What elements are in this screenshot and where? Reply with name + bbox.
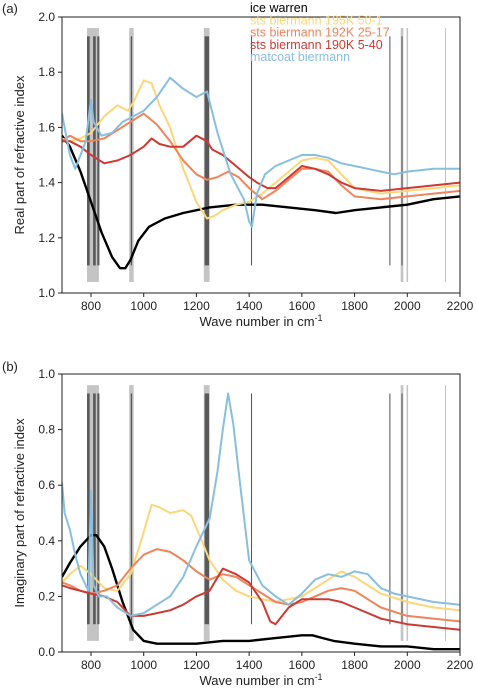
x-tick-label: 1600 — [289, 299, 316, 313]
x-axis-label-superscript: -1 — [315, 672, 323, 682]
x-tick-label: 800 — [81, 658, 101, 672]
absorption-band-9 — [389, 393, 391, 625]
absorption-band-3 — [97, 393, 100, 625]
y-tick-label: 1.0 — [38, 367, 55, 381]
series-line-sts-biermann-192k-25-17 — [62, 548, 460, 623]
absorption-band-1 — [87, 393, 90, 625]
series-line-ice-warren — [62, 135, 460, 270]
panel-imaginary-part: 800 1000 1200 1400 1600 1800 2000 2200 0.0 0.2 0.4… — [2, 359, 474, 688]
series-line-matcoat-biermann — [62, 76, 460, 228]
legend-entry: sts biermann 190K 5-40 — [250, 38, 383, 52]
x-tick-label: 1000 — [130, 658, 157, 672]
x-axis-label: Wave number in cm-1 — [199, 313, 322, 329]
legend-entry: ice warren — [250, 1, 308, 15]
x-tick-label: 1200 — [183, 658, 210, 672]
x-tick-label: 1200 — [183, 299, 210, 313]
series-line-ice-warren — [62, 534, 460, 651]
absorption-band-2 — [93, 36, 96, 266]
x-tick-label: 2200 — [447, 658, 474, 672]
absorption-band-8 — [250, 36, 253, 266]
absorption-bands — [87, 28, 447, 282]
legend-entry: matcoat biermann — [250, 50, 350, 64]
legend-entry: sts biermann 192K 25-17 — [250, 26, 390, 40]
absorption-band-12 — [406, 28, 409, 282]
y-axis-label: Real part of refractive index — [12, 75, 27, 234]
absorption-band-13 — [444, 385, 447, 641]
absorption-band-1 — [87, 36, 90, 266]
x-axis-label-superscript: -1 — [315, 313, 323, 323]
y-tick-label: 0.4 — [38, 534, 55, 548]
absorption-band-0 — [87, 28, 99, 282]
y-tick-label: 0.0 — [38, 645, 55, 659]
absorption-band-8 — [250, 393, 253, 625]
legend-entry: sts biermann 195K 50-1 — [250, 13, 383, 27]
x-tick-label: 2000 — [394, 658, 421, 672]
x-tick-label: 1800 — [341, 299, 368, 313]
absorption-band-0 — [87, 385, 99, 641]
series-line-sts-biermann-195k-50-1 — [62, 503, 460, 612]
x-tick-label: 1600 — [289, 658, 316, 672]
y-tick-label: 1.0 — [38, 286, 55, 300]
absorption-band-9 — [389, 36, 391, 266]
y-tick-label: 1.4 — [38, 176, 55, 190]
x-tick-label: 2000 — [394, 299, 421, 313]
x-axis-label: Wave number in cm-1 — [199, 672, 322, 688]
series-line-sts-biermann-190k-5-40 — [62, 567, 460, 631]
x-tick-label: 2200 — [447, 299, 474, 313]
absorption-band-11 — [401, 36, 403, 266]
y-tick-label: 1.2 — [38, 231, 55, 245]
y-tick-label: 1.8 — [38, 65, 55, 79]
panel-real-part: 800 1000 1200 1400 1600 1800 2000 2200 1.0 1.2 1.4… — [2, 1, 474, 329]
y-tick-label: 2.0 — [38, 10, 55, 24]
absorption-band-5 — [130, 36, 133, 266]
y-axis-label: Imaginary part of refractive index — [12, 418, 27, 608]
plot-frame — [61, 373, 461, 653]
absorption-band-7 — [204, 393, 210, 625]
x-tick-label: 1400 — [236, 299, 263, 313]
y-tick-label: 1.6 — [38, 120, 55, 134]
absorption-band-7 — [204, 36, 210, 266]
absorption-band-3 — [97, 36, 100, 266]
absorption-band-5 — [130, 393, 133, 625]
series-lines — [62, 76, 460, 270]
plot-frame — [61, 16, 461, 294]
series-line-sts-biermann-190k-5-40 — [62, 134, 460, 192]
series-lines — [62, 392, 460, 651]
x-tick-label: 1800 — [341, 658, 368, 672]
x-tick-label: 1400 — [236, 658, 263, 672]
y-tick-label: 0.8 — [38, 423, 55, 437]
y-tick-label: 0.2 — [38, 589, 55, 603]
panel-label: (a) — [2, 1, 18, 16]
absorption-band-13 — [444, 28, 447, 282]
series-line-matcoat-biermann — [62, 392, 460, 617]
absorption-band-2 — [93, 393, 96, 625]
y-tick-label: 0.6 — [38, 478, 55, 492]
x-tick-label: 800 — [81, 299, 101, 313]
absorption-band-12 — [406, 385, 409, 641]
series-line-sts-biermann-195k-50-1 — [62, 79, 460, 220]
panel-label: (b) — [2, 359, 18, 374]
x-tick-label: 1000 — [130, 299, 157, 313]
absorption-band-11 — [401, 393, 403, 625]
absorption-bands — [87, 385, 447, 641]
